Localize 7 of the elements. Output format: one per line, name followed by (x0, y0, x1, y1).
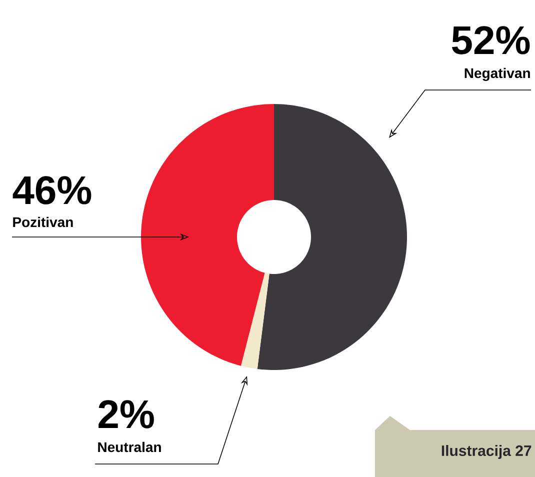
data-label: 52% (452, 26, 530, 54)
text: Ilustracija 27 (442, 445, 532, 459)
data-label: 2% (98, 400, 154, 428)
slice-label: Pozitivan (13, 216, 73, 228)
slice-label: Neutralan (98, 442, 161, 452)
slice-label: Negativan (464, 68, 530, 81)
data-label: 46% (12, 176, 92, 204)
